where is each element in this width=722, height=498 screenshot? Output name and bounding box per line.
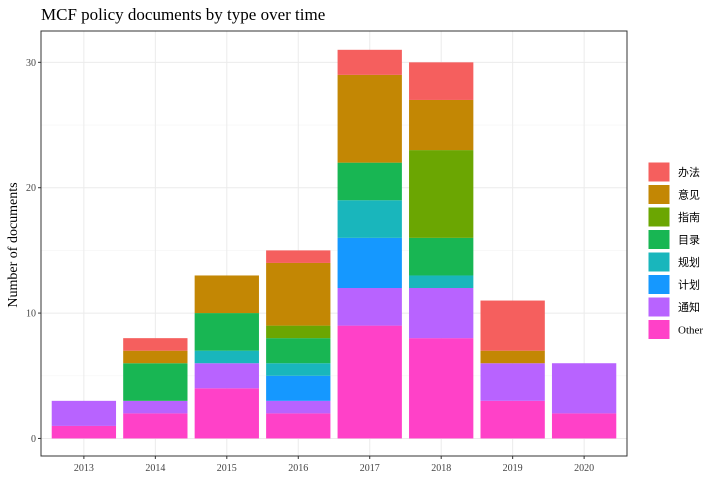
bar-segment (409, 150, 474, 238)
x-tick-label: 2019 (503, 463, 523, 474)
y-axis-title: Number of documents (6, 182, 21, 307)
bar-segment (266, 325, 331, 339)
bar-segment (480, 350, 545, 364)
legend-item: 目录 (647, 229, 700, 250)
bar-segment (266, 400, 331, 414)
x-tick-label: 2018 (431, 463, 451, 474)
bar-segment (266, 338, 331, 364)
bar-segment (123, 350, 188, 364)
bar-segment (51, 400, 117, 426)
x-tick-label: 2015 (217, 463, 237, 474)
x-tick-label: 2020 (574, 463, 594, 474)
legend-label: 计划 (678, 279, 700, 292)
bar-segment (194, 313, 259, 351)
x-tick-label: 2014 (145, 463, 165, 474)
legend-key (647, 319, 671, 340)
legend-label: 通知 (678, 300, 700, 314)
bar-segment (194, 363, 259, 389)
legend-label: 目录 (678, 234, 700, 247)
bar-segment (409, 237, 474, 276)
bar-segment (123, 400, 188, 414)
bar-segment (123, 363, 188, 401)
chart-title: MCF policy documents by type over time (41, 5, 325, 24)
bar-segment (266, 262, 331, 326)
bar-segment (409, 275, 474, 289)
bar-segment (409, 62, 474, 100)
legend-item: 意见 (647, 184, 700, 205)
legend-label: 意见 (678, 188, 700, 202)
bar-segment (194, 350, 259, 364)
y-tick-label: 30 (26, 58, 36, 69)
bar-segment (194, 388, 259, 439)
x-axis: 2013 2014 2015 2016 2017 2018 2019 2020 (74, 456, 594, 474)
bar-segment (480, 300, 545, 351)
bar-segment (123, 413, 188, 439)
legend-key (647, 229, 671, 250)
legend-key (647, 184, 671, 205)
bar-segment (480, 400, 545, 439)
legend-item: 指南 (647, 206, 700, 228)
y-axis: 0 10 20 30 (26, 58, 41, 445)
bar-segment (337, 49, 402, 75)
bar-segment (266, 375, 331, 401)
legend-item: 办法 (647, 161, 700, 183)
bar-segment (409, 99, 474, 151)
bar-segment (337, 237, 402, 289)
bar-segment (337, 288, 402, 326)
bar-segment (266, 250, 331, 263)
y-tick-label: 20 (26, 183, 36, 194)
bar-segment (551, 363, 617, 414)
bar-segment (266, 413, 331, 439)
bar-segment (266, 363, 331, 376)
panel-border (40, 30, 628, 457)
y-tick-label: 0 (31, 434, 36, 445)
bars (51, 49, 617, 439)
x-tick-label: 2013 (74, 463, 94, 474)
bar-segment (409, 338, 474, 439)
bar-segment (409, 288, 474, 339)
legend-key (647, 251, 671, 273)
bar-segment (551, 413, 617, 439)
legend-label: 指南 (678, 210, 700, 224)
legend-key (647, 296, 671, 318)
legend-key (647, 206, 671, 228)
legend-item: 通知 (647, 296, 700, 318)
y-tick-label: 10 (26, 309, 36, 320)
bar-segment (194, 275, 259, 314)
bar-segment (337, 162, 402, 201)
bar-segment (337, 74, 402, 163)
legend-label: Other (678, 325, 703, 337)
bar-segment (480, 363, 545, 401)
legend-label: 规划 (678, 255, 700, 269)
bar-segment (337, 325, 402, 439)
legend-key (647, 274, 671, 295)
x-tick-label: 2016 (288, 463, 308, 474)
x-tick-label: 2017 (360, 463, 380, 474)
bar-segment (123, 338, 188, 351)
legend-key (647, 161, 671, 183)
legend-label: 办法 (678, 165, 700, 179)
bar-segment (337, 200, 402, 238)
legend-item: Other (647, 319, 703, 340)
legend-item: 计划 (647, 274, 700, 295)
legend-item: 规划 (647, 251, 700, 273)
bar-segment (51, 425, 117, 439)
